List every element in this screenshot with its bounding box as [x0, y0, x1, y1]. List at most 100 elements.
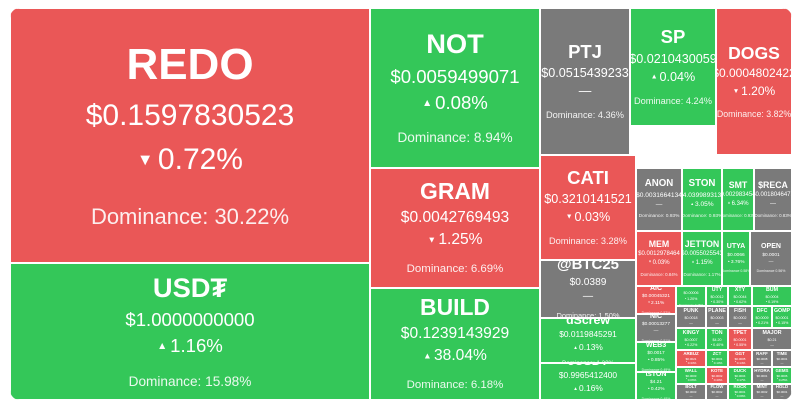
token-tile-jusdt[interactable]: JUSDT$0.9965412400▲ 0.16%Dominance: 1.25…	[540, 363, 636, 400]
token-tile-build[interactable]: BUILD $0.1239143929 ▲ 38.04% Dominance: 6.1…	[370, 288, 540, 400]
token-tile-kote[interactable]: KOTE $0.0002 ▼ 0.40%	[706, 367, 728, 384]
token-tile-uty[interactable]: UTY $0.0012 ▲ 0.30%	[706, 286, 728, 306]
price-change-value: 0.08%	[435, 91, 488, 113]
token-tile-cati[interactable]: CATI $0.3210141521 ▼ 0.03% Dominance: 3.28%	[540, 155, 636, 260]
price-change: ▲ 0.17%	[734, 378, 746, 383]
token-tile-gomp[interactable]: GOMP $0.0001 ▲ 0.15%	[772, 306, 792, 328]
token-symbol: WEB3	[645, 342, 667, 349]
price-change: ▲ 0.10%	[712, 361, 723, 366]
token-symbol: USD₮	[152, 271, 228, 303]
price-change-value: 1.25%	[438, 231, 483, 249]
token-tile-mem[interactable]: MEM $0.0012978464 ▼ 0.03% Dominance: 0.84%	[636, 231, 682, 286]
token-tile-reca[interactable]: $RECA $0.0018046471 — Dominance: 0.83%	[754, 168, 792, 231]
dominance-label: Dominance: 0.93%	[638, 214, 680, 220]
price-change-value: 0.25%	[778, 377, 788, 382]
token-tile-usd[interactable]: USD₮ $1.0000000000 ▲ 1.16% Dominance: 15.98…	[10, 263, 370, 400]
token-tile-xty[interactable]: XTY $0.0044 ▲ 0.62%	[728, 286, 752, 306]
token-tile-hold[interactable]: HOLD $0.0001—	[772, 384, 792, 400]
token-tile-duck[interactable]: DUCK $0.0004 ▲ 0.17%	[728, 367, 752, 384]
token-tile-tpet[interactable]: TPET $0.0001 ▼ 0.55%	[728, 328, 752, 350]
token-tile-wall[interactable]: WALL $0.0003 ▲ 0.06%	[676, 367, 706, 384]
token-tile-kingy[interactable]: KINGY $0.0007 ▲ 0.22%	[676, 328, 706, 350]
price-change-value: 1.20%	[687, 296, 698, 301]
token-tile-time[interactable]: TIME $0.0001—	[772, 350, 792, 367]
token-price: $0.0515439233	[541, 66, 629, 81]
token-tile-rock[interactable]: ROCK $0.0001 ▲ 0.09%	[728, 384, 752, 400]
arrow-up-icon: ▲	[734, 378, 737, 380]
price-change: —	[781, 361, 784, 366]
arrow-up-icon: ▲	[422, 97, 436, 109]
token-price: $0.0389	[569, 276, 607, 288]
token-tile-bum[interactable]: BUM $0.0004 ▲ 0.19%	[752, 286, 792, 306]
token-tile-web3[interactable]: WEB3 $0.0017 ▲ 0.85% Dominance 0.49%	[636, 342, 676, 372]
arrow-down-icon: ▼	[647, 301, 652, 305]
token-tile-flow[interactable]: FLOW $0.0002—	[706, 384, 728, 400]
token-tile-tston[interactable]: tsTON $4.21 ▲ 0.42% Dominance 0.48%	[636, 372, 676, 400]
dominance-label: Dominance 0.48%	[641, 396, 671, 400]
token-tile-punk[interactable]: PUNK $0.0018—	[676, 306, 706, 328]
token-tile-lave[interactable]: LAVE $0.00006 ▲ 1.20% Dominance 0.46%	[676, 286, 706, 306]
token-tile-not[interactable]: NOT $0.0059499071 ▲ 0.08% Dominance: 8.94%	[370, 8, 540, 168]
price-change-value: 0.30%	[713, 299, 724, 304]
token-tile-gram[interactable]: GRAM $0.0042769493 ▼ 1.25% Dominance: 6.69%	[370, 168, 540, 288]
token-tile-dfc[interactable]: DFC $0.0009 ▲ 0.21%	[752, 306, 772, 328]
token-tile-nic[interactable]: NIC $0.00013277— Dominance 0.51%	[636, 314, 676, 342]
token-tile-ton[interactable]: TON $4.20 ▲ 0.40%	[706, 328, 728, 350]
price-change: —	[738, 321, 742, 325]
price-change-value: —	[715, 320, 719, 325]
token-tile-plane[interactable]: PLANE $0.0003—	[706, 306, 728, 328]
token-tile-anon[interactable]: ANON $0.0031664134 — Dominance: 0.93%	[636, 168, 682, 231]
price-change: ▼ 0.40%	[712, 378, 723, 383]
price-change: —	[769, 260, 774, 266]
token-tile-jetton[interactable]: JETTON $0.0055025543 ▲ 1.15% Dominance: 1.1…	[682, 231, 722, 286]
token-tile-gems[interactable]: GEMS $0.0006 ▲ 0.25%	[772, 367, 792, 384]
token-tile-dscrew[interactable]: dScrew$0.0119845291 ▲ 0.13% Dominance: 1.3…	[540, 318, 636, 363]
token-symbol: GOMP	[773, 307, 791, 314]
token-price: $0.0044	[733, 294, 747, 299]
dominance-label: Dominance 0.56%	[756, 269, 786, 274]
price-change: ▼ 0.72%	[137, 142, 243, 178]
dominance-label: Dominance: 0.83%	[754, 213, 792, 219]
token-tile-zct[interactable]: ZCT $0.0001 ▲ 0.10%	[706, 350, 728, 367]
price-change-value: 0.40%	[713, 342, 724, 347]
token-tile-major[interactable]: MAJOR $0.21—	[752, 328, 792, 350]
token-symbol: KOTE	[710, 367, 724, 373]
token-tile-bolt[interactable]: BOLT $0.0003—	[676, 384, 706, 400]
price-change: ▲ 0.19%	[766, 300, 779, 304]
token-tile-hydra[interactable]: HYDRA $0.0001—	[752, 367, 772, 384]
price-change: ▲ 0.22%	[685, 343, 698, 347]
price-change: ▲ 0.04%	[651, 70, 696, 85]
price-change-value: 0.72%	[157, 142, 243, 176]
token-tile-ptj[interactable]: PTJ $0.0515439233 — Dominance: 4.36%	[540, 8, 630, 155]
token-price: $0.0002	[756, 390, 768, 394]
token-tile-mint[interactable]: MINT $0.0002—	[752, 384, 772, 400]
token-tile-dogs[interactable]: DOGS $0.0004802422 ▼ 1.20% Dominance: 3.82%	[716, 8, 792, 155]
token-price: $0.1239143929	[400, 325, 510, 343]
token-tile-btc25[interactable]: @BTC25 $0.0389 — Dominance: 1.50%	[540, 260, 636, 318]
token-tile-aic[interactable]: AIC $0.00045321 ▼ 2.11% Dominance 0.52%	[636, 286, 676, 314]
token-tile-smt[interactable]: SMT $0.0029834547▲ 6.34% Dominance: 0.93%	[722, 168, 754, 231]
price-change: ▲ 0.06%	[686, 378, 697, 383]
token-tile-fish[interactable]: FISH $0.0002—	[728, 306, 752, 328]
token-tile-ggt[interactable]: GGT $0.0005 ▼ 0.14%	[728, 350, 752, 367]
token-price: $0.0001	[711, 356, 723, 361]
token-symbol: SMT	[728, 179, 748, 190]
price-change: —	[716, 394, 719, 399]
token-symbol: $RECA	[758, 179, 788, 190]
token-price: $0.0009	[755, 315, 769, 320]
price-change-value: 0.03%	[652, 259, 670, 266]
price-change: ▲ 3.76%	[728, 260, 745, 266]
token-symbol: LAVE	[684, 286, 698, 290]
token-symbol: BOLT	[685, 384, 697, 390]
token-price: $0.0008	[756, 356, 768, 361]
token-tile-redo[interactable]: REDO $0.1597830523 ▼ 0.72% Dominance: 30.22…	[10, 8, 370, 263]
price-change: ▲ 0.40%	[711, 343, 724, 347]
price-change-value: 0.42%	[650, 387, 665, 392]
token-tile-sp[interactable]: SP $0.0210430059 ▲ 0.04% Dominance: 4.24%	[630, 8, 716, 126]
token-symbol: GEMS	[775, 367, 789, 373]
token-tile-utya[interactable]: UTYA $0.0066 ▲ 3.76% Dominance 0.58%	[722, 231, 750, 286]
token-tile-arbuz[interactable]: ARBUZ $0.0021 ▼ 0.33%	[676, 350, 706, 367]
token-tile-ston[interactable]: STON $4.0399893133 ▲ 3.05% Dominance: 0.93%	[682, 168, 722, 231]
token-tile-raff[interactable]: RAFF $0.0008—	[752, 350, 772, 367]
token-tile-open[interactable]: OPEN $0.0001 — Dominance 0.56%	[750, 231, 792, 286]
